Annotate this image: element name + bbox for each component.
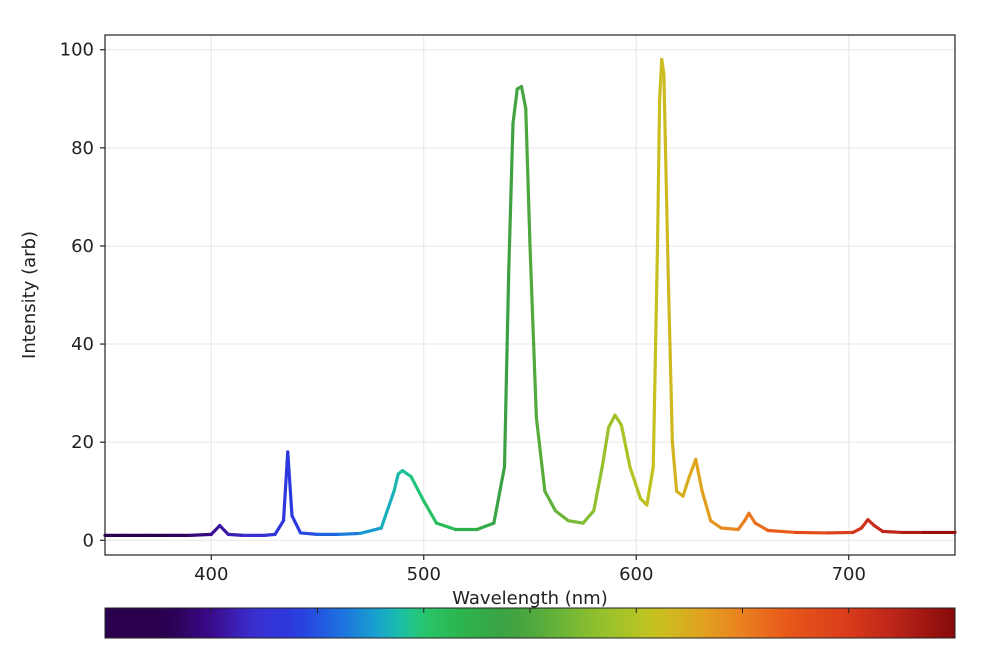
spectrum-chart: 400 500 600 700 0 20 40 60 80 100 Wavelength (nm) I… [0,0,1000,664]
x-tick-label: 600 [619,564,653,585]
x-axis-label: Wavelength (nm) [452,588,608,609]
x-tick-label: 700 [832,564,866,585]
x-tick-label: 500 [407,564,441,585]
y-tick-label: 80 [71,138,94,159]
x-tick-label: 400 [194,564,228,585]
y-tick-label: 20 [71,432,94,453]
y-tick-label: 0 [83,530,94,551]
y-tick-label: 40 [71,334,94,355]
y-tick-label: 100 [60,40,94,61]
y-tick-label: 60 [71,236,94,257]
y-axis-label: Intensity (arb) [19,231,40,359]
